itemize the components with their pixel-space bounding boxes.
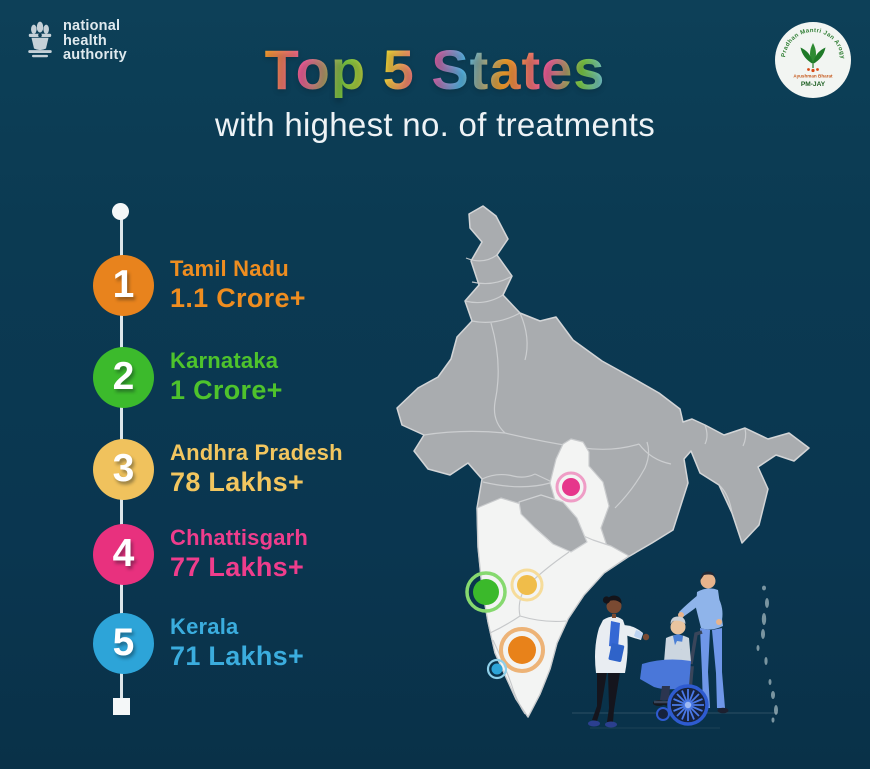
rank-item-tamil-nadu: 1 Tamil Nadu 1.1 Crore+ <box>93 254 306 316</box>
india-map-svg <box>396 205 810 723</box>
state-value: 71 Lakhs+ <box>170 641 305 671</box>
state-name: Karnataka <box>170 348 279 373</box>
rank-text-2: Karnataka 1 Crore+ <box>170 348 283 406</box>
rank-item-andhra-pradesh: 3 Andhra Pradesh 78 Lakhs+ <box>93 438 343 500</box>
page-subtitle: with highest no. of treatments <box>214 106 656 143</box>
page-title: Top 5 States <box>264 38 606 101</box>
pmjay-abbr-text: PM-JAY <box>801 81 826 88</box>
rank-text-3: Andhra Pradesh 78 Lakhs+ <box>170 440 343 498</box>
nha-logo-text: national health authority <box>63 19 127 63</box>
rank-badge-4: 4 <box>93 523 154 585</box>
caregiver-figure <box>678 571 729 714</box>
rank-text-1: Tamil Nadu 1.1 Crore+ <box>170 256 306 314</box>
doctor-figure <box>588 595 650 728</box>
nha-line-1: national <box>63 18 121 34</box>
marker-kerala <box>486 658 508 680</box>
nha-line-3: authority <box>63 47 127 63</box>
state-value: 1.1 Crore+ <box>170 283 306 313</box>
rank-item-kerala: 5 Kerala 71 Lakhs+ <box>93 612 304 674</box>
timeline-start-dot <box>112 203 129 220</box>
rank-text-4: Chhattisgarh 77 Lakhs+ <box>170 525 308 583</box>
wheelchair-patient-figure <box>640 616 709 726</box>
ashoka-emblem-icon <box>28 21 52 58</box>
state-value: 1 Crore+ <box>170 375 283 405</box>
pmjay-family-icon <box>807 68 819 73</box>
rank-item-karnataka: 2 Karnataka 1 Crore+ <box>93 346 283 408</box>
state-name: Kerala <box>170 614 239 639</box>
state-borders <box>423 254 747 514</box>
healthcare-illustration <box>570 560 780 769</box>
nha-logo: national health authority <box>24 16 127 66</box>
nha-line-2: health <box>63 32 107 49</box>
state-name: Andhra Pradesh <box>170 440 343 465</box>
rank-badge-1: 1 <box>93 254 154 316</box>
state-telangana-gray <box>518 494 588 553</box>
rank-text-5: Kerala 71 Lakhs+ <box>170 614 304 672</box>
pmjay-center-text: Ayushman Bharat <box>793 74 833 79</box>
rank-badge-3: 3 <box>93 438 154 500</box>
marker-chhattisgarh <box>555 471 587 503</box>
pmjay-leaf-icon <box>800 43 826 68</box>
healthcare-illustration-svg <box>572 571 778 729</box>
state-name: Tamil Nadu <box>170 256 289 281</box>
marker-andhra-pradesh <box>510 568 544 602</box>
pmjay-logo: Pradhan Mantri Jan Arogya Yojana Ayushma… <box>771 16 853 105</box>
state-value: 78 Lakhs+ <box>170 467 305 497</box>
state-value: 77 Lakhs+ <box>170 552 305 582</box>
rank-badge-5: 5 <box>93 612 154 674</box>
marker-karnataka <box>465 571 507 613</box>
island-chain <box>756 585 778 723</box>
pmjay-logo-icon: Pradhan Mantri Jan Arogya Yojana Ayushma… <box>771 16 851 98</box>
timeline-end-square <box>113 698 130 715</box>
marker-tamil-nadu <box>499 627 545 673</box>
state-name: Chhattisgarh <box>170 525 309 550</box>
rank-badge-2: 2 <box>93 346 154 408</box>
rank-item-chhattisgarh: 4 Chhattisgarh 77 Lakhs+ <box>93 523 308 585</box>
india-map <box>393 192 865 729</box>
header-block: Top 5 States with highest no. of treatme… <box>0 42 870 144</box>
